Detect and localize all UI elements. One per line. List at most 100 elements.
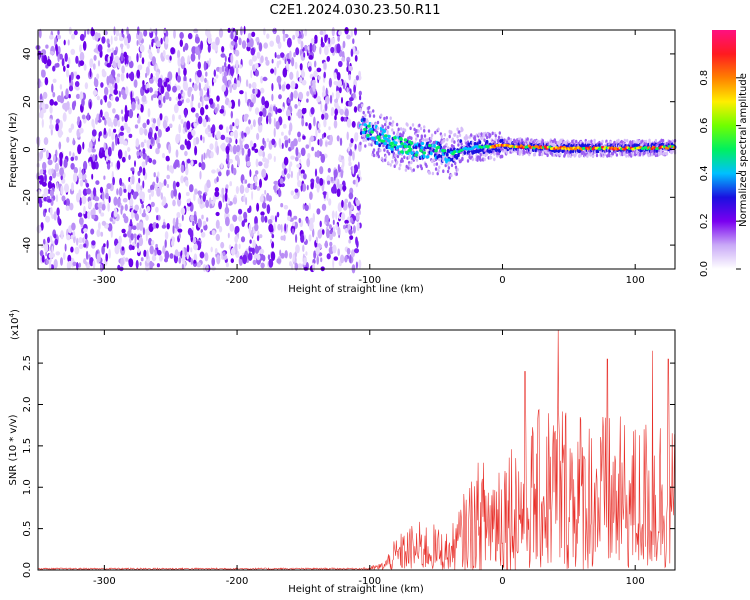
- noise-speckle: [63, 158, 68, 168]
- noise-speckle: [193, 83, 198, 92]
- noise-speckle: [150, 136, 154, 145]
- track-halo: [368, 114, 372, 118]
- noise-speckle: [216, 130, 222, 140]
- noise-speckle: [251, 31, 256, 37]
- noise-speckle: [91, 129, 97, 137]
- y-tick-label: -20: [22, 189, 33, 205]
- noise-speckle: [251, 190, 254, 201]
- noise-speckle: [151, 56, 156, 66]
- noise-speckle: [131, 174, 135, 185]
- track-halo: [384, 122, 387, 127]
- noise-speckle: [354, 143, 357, 150]
- noise-speckle: [115, 76, 120, 84]
- noise-speckle: [299, 77, 303, 83]
- noise-speckle: [254, 148, 259, 153]
- noise-speckle: [274, 215, 278, 223]
- noise-speckle: [79, 91, 84, 101]
- noise-speckle: [317, 139, 320, 146]
- track-halo: [435, 162, 439, 166]
- x-tick-label: -200: [226, 275, 249, 286]
- noise-speckle: [90, 28, 95, 37]
- track-clump: [387, 139, 391, 143]
- noise-speckle: [131, 245, 135, 250]
- track-halo: [455, 172, 458, 176]
- noise-speckle: [252, 239, 256, 250]
- noise-speckle: [197, 61, 201, 70]
- track-clump: [387, 134, 391, 138]
- noise-speckle: [351, 249, 355, 258]
- noise-speckle: [276, 211, 280, 218]
- noise-speckle: [74, 155, 78, 161]
- noise-speckle: [208, 98, 214, 105]
- noise-speckle: [180, 119, 184, 124]
- noise-speckle: [69, 202, 74, 211]
- noise-speckle: [355, 75, 359, 81]
- noise-speckle: [136, 242, 140, 249]
- noise-speckle: [57, 34, 62, 40]
- noise-speckle: [67, 39, 70, 46]
- noise-speckle: [135, 138, 140, 148]
- noise-speckle: [237, 157, 240, 167]
- noise-speckle: [270, 239, 273, 244]
- noise-speckle: [96, 229, 101, 238]
- noise-speckle: [326, 253, 331, 260]
- noise-speckle: [310, 178, 315, 183]
- noise-speckle: [344, 198, 349, 204]
- track-halo: [430, 133, 434, 138]
- track-halo: [374, 128, 377, 133]
- noise-speckle: [60, 174, 63, 181]
- track-halo: [398, 166, 401, 171]
- noise-speckle: [196, 262, 202, 268]
- track-halo: [437, 127, 440, 132]
- noise-speckle: [308, 55, 314, 60]
- noise-speckle: [66, 261, 71, 270]
- y-tick-label: 40: [22, 48, 33, 61]
- noise-speckle: [267, 112, 272, 118]
- noise-speckle: [331, 210, 335, 220]
- noise-speckle: [106, 63, 112, 68]
- noise-speckle: [110, 95, 114, 101]
- noise-speckle: [355, 236, 358, 246]
- noise-speckle: [168, 165, 174, 173]
- noise-speckle: [65, 205, 70, 211]
- track-halo: [407, 163, 411, 167]
- noise-speckle: [202, 264, 207, 272]
- noise-speckle: [107, 202, 110, 212]
- noise-speckle: [197, 190, 202, 195]
- noise-speckle: [263, 42, 269, 49]
- noise-speckle: [157, 142, 161, 149]
- noise-speckle: [113, 36, 118, 42]
- noise-speckle: [279, 178, 284, 185]
- noise-speckle: [101, 36, 106, 44]
- noise-speckle: [327, 167, 331, 173]
- noise-speckle: [342, 185, 347, 191]
- noise-speckle: [66, 69, 70, 78]
- noise-speckle: [68, 85, 74, 92]
- noise-speckle: [270, 251, 276, 261]
- noise-speckle: [259, 111, 263, 117]
- noise-speckle: [342, 40, 346, 49]
- noise-speckle: [340, 116, 344, 122]
- noise-speckle: [285, 83, 291, 90]
- colorbar-tick-label: 0.8: [699, 70, 710, 86]
- noise-speckle: [189, 78, 192, 83]
- track-halo: [447, 161, 451, 165]
- track-halo: [387, 151, 391, 156]
- noise-speckle: [142, 180, 145, 189]
- noise-speckle: [63, 65, 66, 72]
- noise-speckle: [273, 105, 276, 112]
- noise-speckle: [238, 37, 242, 46]
- noise-speckle: [300, 233, 305, 243]
- noise-speckle: [101, 245, 105, 255]
- noise-speckle: [124, 112, 128, 123]
- noise-speckle: [283, 156, 289, 166]
- noise-speckle: [207, 87, 210, 98]
- track-halo: [458, 133, 462, 138]
- noise-speckle: [160, 85, 165, 94]
- noise-speckle: [289, 50, 292, 60]
- noise-speckle: [183, 67, 187, 77]
- noise-speckle: [220, 143, 224, 150]
- noise-speckle: [148, 157, 153, 164]
- noise-speckle: [120, 257, 124, 267]
- noise-speckle: [134, 191, 139, 197]
